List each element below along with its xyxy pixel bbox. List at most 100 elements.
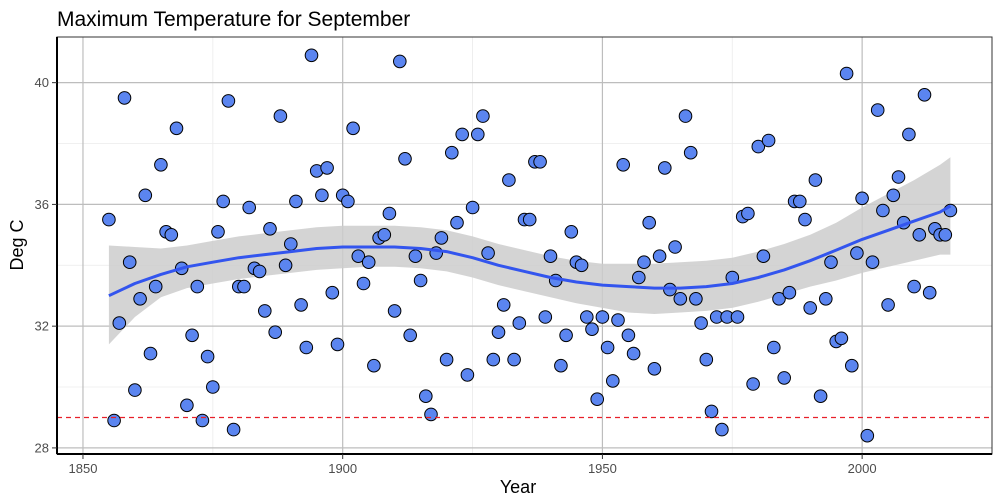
data-point-141 bbox=[834, 331, 849, 346]
data-point-126 bbox=[756, 249, 771, 264]
data-point-129 bbox=[772, 292, 786, 306]
data-point-138 bbox=[819, 292, 833, 306]
data-point-26 bbox=[237, 279, 251, 294]
data-point-118 bbox=[715, 422, 729, 437]
data-point-65 bbox=[439, 352, 454, 367]
data-point-49 bbox=[356, 276, 371, 291]
data-point-145 bbox=[855, 191, 869, 206]
data-point-12 bbox=[164, 228, 179, 242]
data-point-70 bbox=[465, 200, 480, 215]
data-point-112 bbox=[683, 145, 698, 160]
data-point-43 bbox=[325, 285, 340, 300]
data-point-31 bbox=[263, 222, 277, 236]
data-point-23 bbox=[221, 94, 236, 108]
data-point-47 bbox=[346, 121, 360, 136]
data-point-139 bbox=[824, 255, 838, 270]
data-point-37 bbox=[294, 298, 308, 312]
data-point-72 bbox=[476, 109, 490, 123]
data-point-114 bbox=[694, 316, 708, 330]
data-point-109 bbox=[668, 240, 682, 254]
data-point-91 bbox=[574, 258, 589, 273]
data-point-50 bbox=[361, 255, 376, 270]
data-point-76 bbox=[496, 298, 511, 312]
data-point-3 bbox=[117, 91, 132, 105]
data-point-13 bbox=[169, 121, 184, 136]
data-point-100 bbox=[621, 328, 636, 343]
y-axis-label: Deg C bbox=[7, 219, 27, 270]
data-point-113 bbox=[689, 292, 703, 306]
data-point-21 bbox=[211, 225, 225, 239]
data-point-9 bbox=[148, 279, 163, 294]
data-point-1 bbox=[107, 413, 121, 428]
data-point-73 bbox=[481, 246, 495, 260]
data-point-10 bbox=[154, 158, 168, 172]
data-point-137 bbox=[813, 389, 828, 404]
data-point-123 bbox=[741, 206, 755, 221]
x-axis-label: Year bbox=[500, 477, 536, 497]
data-point-8 bbox=[143, 346, 158, 361]
data-point-148 bbox=[870, 103, 885, 117]
data-point-101 bbox=[626, 346, 641, 361]
data-point-30 bbox=[258, 304, 272, 318]
data-point-158 bbox=[922, 285, 937, 300]
data-point-38 bbox=[299, 340, 314, 355]
data-point-107 bbox=[658, 161, 672, 175]
data-point-151 bbox=[886, 188, 901, 203]
data-point-61 bbox=[419, 389, 433, 404]
data-point-146 bbox=[860, 428, 875, 443]
data-point-134 bbox=[798, 212, 812, 227]
data-point-97 bbox=[606, 374, 620, 388]
data-point-75 bbox=[491, 325, 506, 340]
data-point-57 bbox=[398, 152, 412, 166]
data-point-7 bbox=[138, 188, 153, 203]
data-point-48 bbox=[351, 249, 366, 264]
data-point-124 bbox=[746, 377, 760, 391]
data-point-68 bbox=[455, 127, 470, 142]
data-point-24 bbox=[226, 422, 241, 437]
data-point-116 bbox=[704, 404, 719, 419]
data-point-125 bbox=[751, 139, 766, 154]
data-point-71 bbox=[471, 127, 485, 142]
data-point-32 bbox=[268, 325, 283, 340]
data-point-92 bbox=[580, 310, 594, 324]
data-point-156 bbox=[912, 228, 927, 242]
data-point-121 bbox=[730, 310, 745, 324]
data-point-111 bbox=[678, 109, 693, 123]
data-point-102 bbox=[632, 270, 646, 285]
data-point-104 bbox=[642, 215, 657, 230]
data-point-67 bbox=[450, 215, 464, 230]
data-point-2 bbox=[112, 316, 127, 330]
data-point-27 bbox=[242, 200, 256, 215]
data-point-19 bbox=[200, 349, 215, 364]
data-point-106 bbox=[652, 249, 667, 264]
plot-panel: 1850 1900 1950 2000 28 32 36 40 bbox=[35, 36, 993, 476]
data-point-143 bbox=[845, 358, 859, 373]
data-point-84 bbox=[538, 310, 553, 324]
data-point-127 bbox=[761, 133, 776, 148]
data-point-17 bbox=[190, 279, 205, 294]
data-point-74 bbox=[486, 352, 501, 367]
data-point-62 bbox=[424, 407, 438, 422]
data-point-39 bbox=[304, 48, 319, 63]
data-point-36 bbox=[289, 194, 303, 209]
data-point-58 bbox=[403, 328, 418, 343]
data-point-115 bbox=[699, 352, 714, 367]
data-point-94 bbox=[590, 392, 605, 407]
data-point-161 bbox=[938, 228, 953, 242]
data-point-135 bbox=[803, 301, 818, 315]
data-point-77 bbox=[502, 173, 516, 187]
y-tick-label-0: 28 bbox=[35, 440, 49, 455]
data-point-29 bbox=[252, 264, 267, 279]
y-tick-label-1: 32 bbox=[35, 319, 49, 334]
data-point-136 bbox=[808, 173, 823, 187]
data-point-35 bbox=[284, 237, 298, 251]
data-point-147 bbox=[865, 255, 880, 270]
data-point-46 bbox=[341, 194, 355, 209]
data-point-95 bbox=[595, 310, 610, 324]
data-point-144 bbox=[850, 246, 864, 260]
data-point-81 bbox=[522, 212, 537, 227]
data-point-66 bbox=[445, 145, 459, 160]
x-tick-label-2: 1950 bbox=[588, 461, 617, 476]
data-point-33 bbox=[273, 109, 288, 123]
